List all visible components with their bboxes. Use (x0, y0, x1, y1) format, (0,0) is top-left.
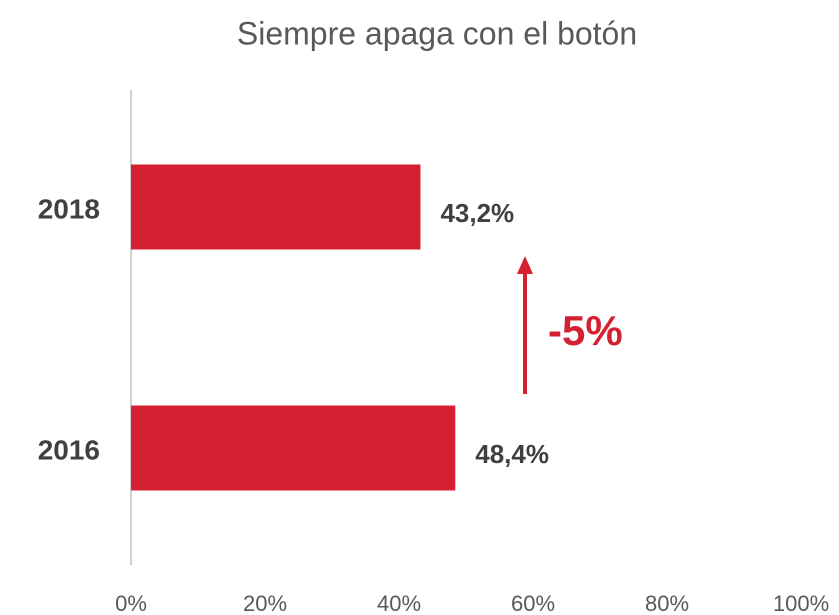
x-tick-label: 80% (645, 591, 689, 615)
x-tick-label: 0% (115, 591, 147, 615)
x-tick-label: 20% (243, 591, 287, 615)
x-tick-label: 40% (377, 591, 421, 615)
category-label: 2018 (38, 193, 100, 224)
change-arrow-head (517, 256, 533, 274)
category-label: 2016 (38, 434, 100, 465)
chart-title: Siempre apaga con el botón (237, 15, 637, 51)
bar (131, 164, 421, 250)
bar (131, 405, 456, 491)
value-label: 43,2% (440, 198, 514, 228)
x-tick-label: 100% (773, 591, 829, 615)
change-annotation: -5% (548, 307, 623, 354)
value-label: 48,4% (475, 439, 549, 469)
x-tick-label: 60% (511, 591, 555, 615)
